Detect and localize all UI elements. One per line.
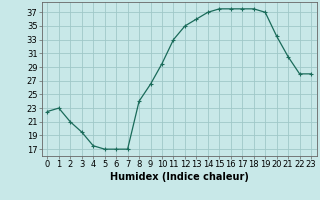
X-axis label: Humidex (Indice chaleur): Humidex (Indice chaleur) xyxy=(110,172,249,182)
